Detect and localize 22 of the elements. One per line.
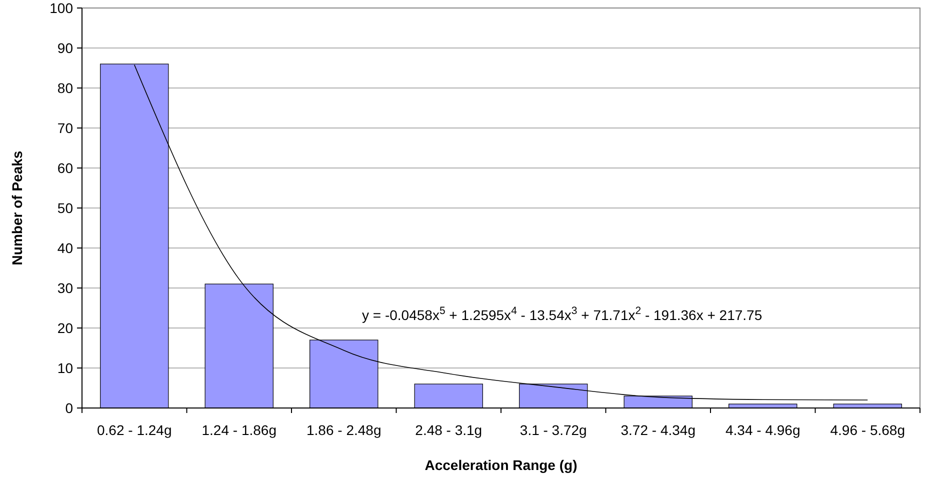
y-tick-label: 80 [57, 80, 74, 96]
x-tick-label: 4.34 - 4.96g [726, 422, 800, 438]
y-tick-label: 20 [57, 320, 74, 336]
x-tick-label: 2.48 - 3.1g [415, 422, 482, 438]
y-tick-label: 100 [50, 0, 74, 16]
y-axis-title: Number of Peaks [9, 150, 25, 266]
text: y = -0.0458x$^{5}$ + 1.2595x$^{4}$ - 13.54x$^{3}$ + 71.71x$^{2}$ - 191.36x + 217.75 [362, 305, 762, 323]
x-tick-label: 1.24 - 1.86g [202, 422, 276, 438]
y-tick-label: 90 [57, 40, 74, 56]
x-axis-title: Acceleration Range (g) [424, 457, 578, 473]
y-tick-label: 10 [57, 360, 74, 376]
x-tick-label: 4.96 - 5.68g [830, 422, 905, 438]
y-tick-label: 30 [57, 280, 74, 296]
y-tick-label: 40 [57, 240, 74, 256]
x-tick-label: 3.1 - 3.72g [520, 422, 587, 438]
y-tick-label: 0 [65, 400, 74, 416]
y-tick-label: 50 [57, 200, 74, 216]
x-tick-label: 1.86 - 2.48g [306, 422, 382, 438]
x-tick-label: 0.62 - 1.24g [97, 422, 172, 438]
y-tick-label: 70 [57, 120, 74, 136]
y-tick-label: 60 [57, 160, 74, 176]
x-tick-label: 3.72 - 4.34g [620, 422, 696, 438]
